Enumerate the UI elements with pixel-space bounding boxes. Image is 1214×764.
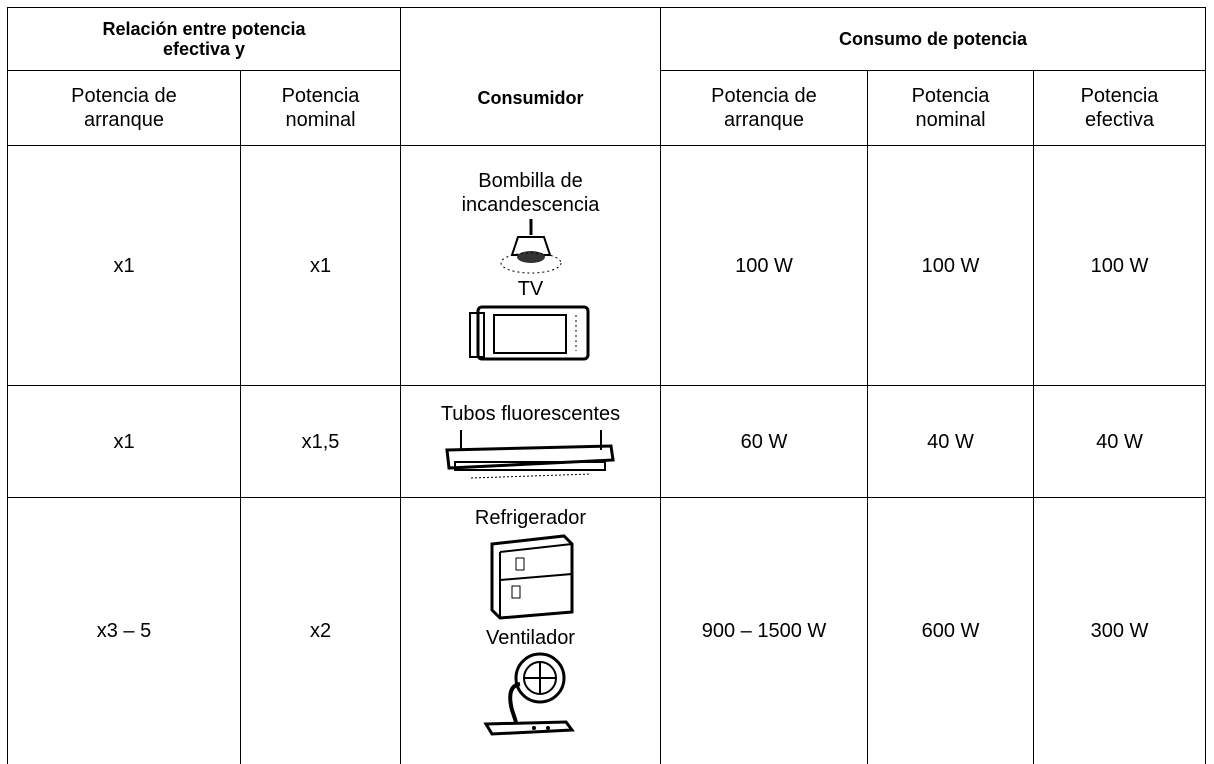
header-text: Potencia de arranque (711, 85, 817, 131)
header-text: Potencia efectiva (1080, 85, 1159, 131)
cell: 60 W (660, 385, 868, 498)
cell: 900 – 1500 W (660, 497, 868, 764)
header-col: Potencia de arranque (7, 70, 241, 146)
fan-icon (482, 652, 575, 736)
tv-icon (468, 305, 589, 360)
cell: 100 W (660, 145, 868, 386)
header-group-right: Consumo de potencia (660, 7, 1206, 71)
cell: 40 W (1033, 385, 1206, 498)
cell: x1,5 (240, 385, 401, 498)
header-text: Potencia de arranque (71, 85, 177, 131)
cell: x1 (7, 145, 241, 386)
cell: x3 – 5 (7, 497, 241, 764)
header-col: Potencia nominal (240, 70, 401, 146)
cell: 100 W (1033, 145, 1206, 386)
header-text: Relación entre potencia efectiva y (102, 19, 306, 59)
cell: x1 (240, 145, 401, 386)
power-table: Relación entre potencia efectiva y Consu… (7, 7, 1206, 764)
cell: x2 (240, 497, 401, 764)
cell: 600 W (867, 497, 1034, 764)
header-consumer: Consumidor (400, 7, 661, 146)
cell: Refrigerador Ventilador (400, 497, 661, 764)
header-col: Potencia nominal (867, 70, 1034, 146)
cell: 100 W (867, 145, 1034, 386)
header-group-left: Relación entre potencia efectiva y (7, 7, 401, 71)
header-col: Potencia efectiva (1033, 70, 1206, 146)
bulb-icon (500, 218, 561, 273)
fridge-icon (490, 534, 573, 620)
consumer-name: Tubos fluorescentes (440, 402, 621, 425)
cell: Bombilla de incandescencia TV (400, 145, 661, 386)
header-text: Potencia nominal (911, 85, 990, 131)
cell: x1 (7, 385, 241, 498)
header-col: Potencia de arranque (660, 70, 868, 146)
tube-icon (444, 429, 615, 478)
cell: 300 W (1033, 497, 1206, 764)
header-text: Potencia nominal (281, 85, 360, 131)
cell: 40 W (867, 385, 1034, 498)
cell: Tubos fluorescentes (400, 385, 661, 498)
consumer-name: Bombilla de incandescencia (461, 169, 600, 216)
consumer-name: Refrigerador (474, 507, 587, 529)
consumer-name: Ventilador (486, 627, 575, 649)
consumer-name: TV (517, 277, 544, 300)
